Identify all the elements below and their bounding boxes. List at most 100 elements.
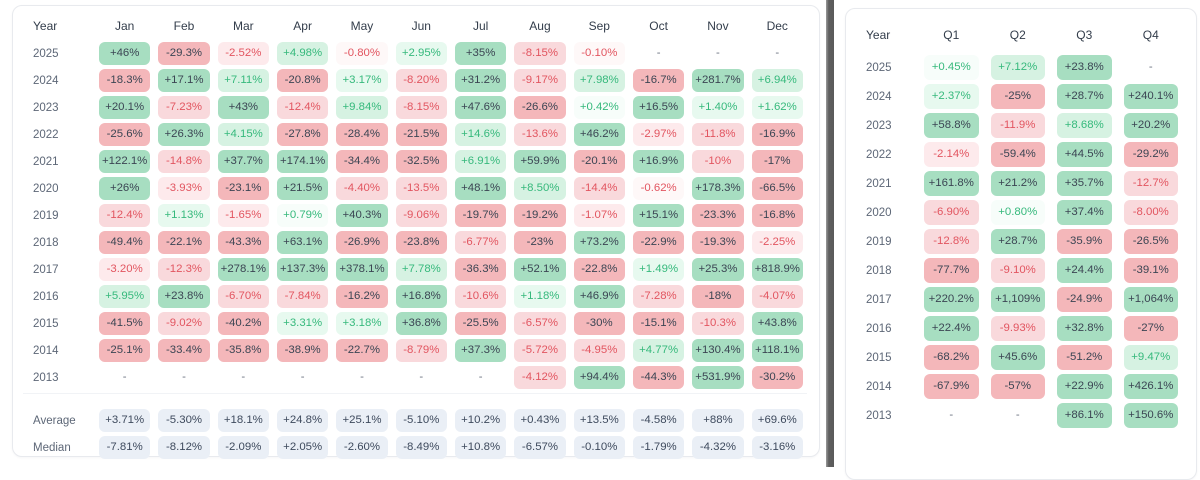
return-cell: -12.8% bbox=[924, 228, 979, 255]
return-cell: -51.2% bbox=[1057, 344, 1112, 371]
return-cell: +23.8% bbox=[1057, 54, 1112, 81]
stat-cell: +10.2% bbox=[454, 409, 507, 432]
year-label: 2021 bbox=[866, 177, 892, 190]
stat-cell: +3.71% bbox=[99, 409, 151, 432]
return-cell: -7.23% bbox=[158, 96, 210, 119]
quarterly-column-header: Q3 bbox=[1076, 28, 1093, 42]
return-cell: - bbox=[716, 46, 720, 59]
return-cell: +1,109% bbox=[990, 286, 1045, 313]
return-cell: -30% bbox=[573, 312, 625, 335]
monthly-column-header: Nov bbox=[707, 18, 729, 33]
stats-separator bbox=[23, 393, 807, 394]
return-cell: +5.95% bbox=[99, 285, 151, 308]
return-cell: -39.1% bbox=[1123, 257, 1178, 284]
year-label: 2017 bbox=[33, 263, 59, 276]
return-cell: -57% bbox=[990, 373, 1045, 400]
return-cell: +2.37% bbox=[924, 83, 979, 110]
return-cell: -41.5% bbox=[99, 312, 151, 335]
return-cell: -67.9% bbox=[924, 373, 979, 400]
return-cell: -29.2% bbox=[1123, 141, 1178, 168]
return-cell: +9.47% bbox=[1123, 344, 1178, 371]
return-cell: -25.1% bbox=[99, 339, 151, 362]
monthly-column-header: May bbox=[350, 18, 374, 33]
monthly-returns-table-card: Year Jan Feb Mar Apr May Jun Jul Aug Sep Oct Nov Dec… bbox=[12, 5, 820, 459]
return-cell: -18% bbox=[692, 285, 744, 308]
return-cell: +26.3% bbox=[158, 123, 210, 146]
return-cell: +0.42% bbox=[573, 96, 625, 119]
vertical-scrollbar[interactable] bbox=[826, 0, 834, 467]
return-cell: +531.9% bbox=[692, 366, 744, 389]
year-label: 2013 bbox=[866, 409, 892, 422]
return-cell: -44.3% bbox=[632, 366, 685, 389]
return-cell: -24.9% bbox=[1057, 286, 1112, 313]
year-label: 2023 bbox=[33, 101, 59, 114]
monthly-column-header: Mar bbox=[232, 18, 254, 33]
year-label: 2018 bbox=[33, 236, 59, 249]
return-cell: -8.20% bbox=[395, 69, 447, 92]
stat-cell: -1.79% bbox=[632, 436, 685, 459]
return-cell: +16.8% bbox=[395, 285, 447, 308]
year-column-header: Year bbox=[33, 18, 58, 33]
return-cell: +3.17% bbox=[336, 69, 388, 92]
return-cell: +43.8% bbox=[751, 312, 803, 335]
stat-cell: +24.8% bbox=[276, 409, 329, 432]
return-cell: +281.7% bbox=[692, 69, 744, 92]
return-cell: +35% bbox=[454, 42, 507, 65]
return-cell: -2.97% bbox=[632, 123, 685, 146]
return-cell: - bbox=[1148, 60, 1153, 73]
stat-cell: +88% bbox=[692, 409, 744, 432]
stat-cell: -4.32% bbox=[692, 436, 744, 459]
year-label: 2014 bbox=[866, 380, 892, 393]
quarterly-row: 2022 -2.14% -59.4% +44.5% -29.2% bbox=[856, 140, 1184, 169]
return-cell: +7.78% bbox=[395, 258, 447, 281]
return-cell: - bbox=[949, 408, 954, 421]
return-cell: -12.4% bbox=[99, 204, 151, 227]
stat-cell: +18.1% bbox=[217, 409, 269, 432]
return-cell: +94.4% bbox=[573, 366, 625, 389]
quarterly-row: 2018 -77.7% -9.10% +24.4% -39.1% bbox=[856, 256, 1184, 285]
quarterly-returns-table-card: Year Q1 Q2 Q3 Q4 2025 +0.45% +7.12% +23.8% - 2024 +… bbox=[845, 8, 1197, 480]
return-cell: +73.2% bbox=[573, 231, 625, 254]
return-cell: +9.84% bbox=[336, 96, 388, 119]
average-row: Average +3.71% -5.30% +18.1% +24.8% +25.1% -5.… bbox=[23, 407, 807, 434]
return-cell: +426.1% bbox=[1123, 373, 1178, 400]
return-cell: +137.3% bbox=[276, 258, 329, 281]
return-cell: +35.7% bbox=[1057, 170, 1112, 197]
return-cell: +63.1% bbox=[276, 231, 329, 254]
return-cell: -7.84% bbox=[276, 285, 329, 308]
return-cell: -22.7% bbox=[336, 339, 388, 362]
return-cell: +6.91% bbox=[454, 150, 507, 173]
return-cell: - bbox=[419, 370, 424, 383]
quarterly-row: 2017 +220.2% +1,109% -24.9% +1,064% bbox=[856, 285, 1184, 314]
return-cell: -36.3% bbox=[454, 258, 507, 281]
year-label: 2017 bbox=[866, 293, 892, 306]
return-cell: -1.07% bbox=[573, 204, 625, 227]
return-cell: +48.1% bbox=[454, 177, 507, 200]
return-cell: +21.5% bbox=[276, 177, 329, 200]
return-cell: +59.9% bbox=[514, 150, 566, 173]
return-cell: -9.02% bbox=[158, 312, 210, 335]
return-cell: -8.00% bbox=[1123, 199, 1178, 226]
quarterly-row: 2013 - - +86.1% +150.6% bbox=[856, 401, 1184, 430]
return-cell: -2.14% bbox=[924, 141, 979, 168]
monthly-column-header: Jan bbox=[114, 18, 135, 33]
return-cell: -19.7% bbox=[454, 204, 507, 227]
return-cell: -23.3% bbox=[692, 204, 744, 227]
stat-cell: -0.10% bbox=[573, 436, 625, 459]
stat-cell: -3.16% bbox=[751, 436, 803, 459]
return-cell: +46.2% bbox=[573, 123, 625, 146]
return-cell: +118.1% bbox=[751, 339, 803, 362]
year-label: 2019 bbox=[866, 235, 892, 248]
monthly-column-header: Jul bbox=[472, 18, 489, 33]
return-cell: +43% bbox=[217, 96, 269, 119]
return-cell: -23.1% bbox=[217, 177, 269, 200]
year-label: 2020 bbox=[33, 182, 59, 195]
return-cell: -26.5% bbox=[1123, 228, 1178, 255]
year-label: 2016 bbox=[33, 290, 59, 303]
return-cell: -32.5% bbox=[395, 150, 447, 173]
return-cell: -9.93% bbox=[990, 315, 1045, 342]
return-cell: -25.5% bbox=[454, 312, 507, 335]
return-cell: +1.49% bbox=[632, 258, 685, 281]
return-cell: -27% bbox=[1123, 315, 1178, 342]
monthly-column-header: Feb bbox=[173, 18, 195, 33]
